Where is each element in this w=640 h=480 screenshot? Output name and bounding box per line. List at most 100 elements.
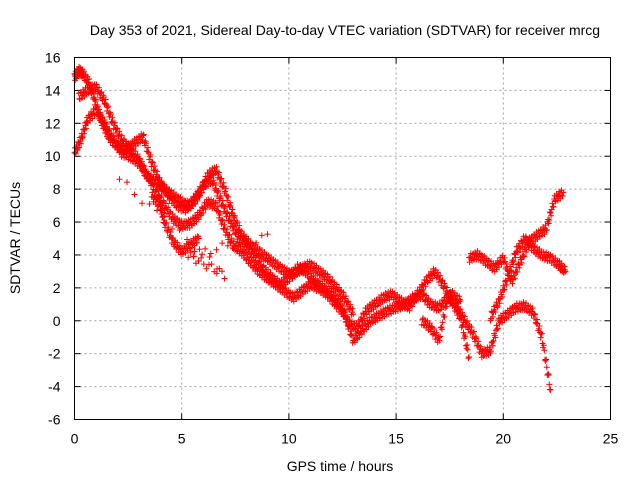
data-point [541, 347, 548, 354]
data-point [195, 258, 202, 265]
data-point [208, 261, 215, 268]
data-point [394, 298, 401, 305]
data-point [510, 258, 517, 265]
data-point [439, 277, 446, 284]
data-point [236, 239, 243, 246]
data-point [464, 346, 471, 353]
data-point [420, 321, 427, 328]
data-point [532, 311, 539, 318]
data-point [221, 275, 228, 282]
data-point [512, 254, 519, 261]
data-point [238, 228, 245, 235]
data-point [195, 235, 202, 242]
series-s8 [116, 176, 271, 282]
series-s3 [75, 81, 357, 318]
y-tick-label: 16 [45, 50, 61, 66]
data-point [536, 323, 543, 330]
data-point [426, 320, 433, 327]
data-point [496, 264, 503, 271]
data-point [140, 131, 147, 138]
data-point [217, 210, 224, 217]
data-point [519, 243, 526, 250]
data-point [436, 337, 443, 344]
data-point [503, 261, 510, 268]
data-point [228, 235, 235, 242]
series-s5 [487, 233, 569, 324]
data-point [139, 200, 146, 207]
data-point [190, 253, 197, 260]
data-point [505, 275, 512, 282]
data-point [194, 197, 201, 204]
data-point [231, 214, 238, 221]
data-point [439, 319, 446, 326]
data-point [192, 236, 199, 243]
data-point [541, 231, 548, 238]
data-point [406, 307, 413, 314]
data-point [420, 286, 427, 293]
data-point [439, 326, 446, 333]
data-point [472, 333, 479, 340]
data-point [178, 246, 185, 253]
data-point [202, 173, 209, 180]
y-tick-label: 2 [53, 280, 61, 296]
data-point [545, 216, 552, 223]
data-point [538, 330, 545, 337]
data-point [227, 202, 234, 209]
data-point [515, 249, 522, 256]
data-point [264, 231, 271, 238]
data-point [116, 176, 123, 183]
data-point [198, 189, 205, 196]
data-point [354, 328, 361, 335]
data-point [218, 268, 225, 275]
data-point [535, 325, 542, 332]
data-point [560, 263, 567, 270]
data-point [111, 119, 118, 126]
data-point [108, 118, 115, 125]
data-point [307, 264, 314, 271]
data-point [500, 287, 507, 294]
data-point [206, 253, 213, 260]
data-point [509, 280, 516, 287]
data-point [156, 197, 163, 204]
data-point [277, 268, 284, 275]
data-point [219, 216, 226, 223]
data-point [185, 254, 192, 261]
data-point [456, 315, 463, 322]
data-point [229, 206, 236, 213]
data-point [499, 293, 506, 300]
data-point [516, 264, 523, 271]
data-point [219, 240, 226, 247]
data-point [158, 192, 165, 199]
data-point [96, 84, 103, 91]
data-point [161, 220, 168, 227]
data-point [533, 316, 540, 323]
data-point [343, 318, 350, 325]
data-point [218, 221, 225, 228]
data-point [200, 261, 207, 268]
data-point [511, 275, 518, 282]
y-tick-label: 14 [45, 82, 61, 98]
data-point [540, 342, 547, 349]
data-point [349, 305, 356, 312]
data-point [108, 132, 115, 139]
data-point [265, 266, 272, 273]
data-point [184, 236, 191, 243]
data-point [194, 239, 201, 246]
data-point [104, 104, 111, 111]
data-point [461, 335, 468, 342]
data-point [195, 216, 202, 223]
data-point [81, 126, 88, 133]
data-point [511, 251, 518, 258]
data-point [202, 206, 209, 213]
data-point [176, 227, 183, 234]
data-point [245, 235, 252, 242]
data-point [429, 275, 436, 282]
data-point [442, 305, 449, 312]
data-point [219, 217, 226, 224]
y-tick-label: -2 [48, 346, 61, 362]
data-point [486, 344, 493, 351]
data-point [352, 339, 359, 346]
data-point [459, 322, 466, 329]
y-tick-label: 0 [53, 313, 61, 329]
